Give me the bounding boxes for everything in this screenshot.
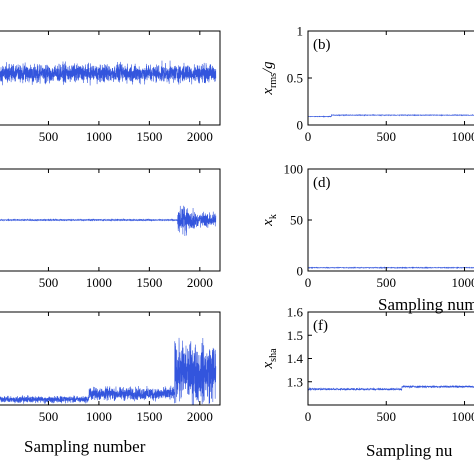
axes-frame-left-bottom bbox=[0, 311, 221, 406]
x-axis-label-right-middle: Sampling number bbox=[378, 295, 474, 314]
x-tick-label-left-bottom-1: 1000 bbox=[86, 409, 112, 424]
x-axis-label-right-bottom: Sampling nu bbox=[366, 441, 453, 460]
x-tick-label-right-top-2: 1000 bbox=[452, 129, 474, 144]
x-tick-label-right-middle-1: 500 bbox=[377, 275, 397, 290]
x-tick-label-right-top-0: 0 bbox=[305, 129, 312, 144]
subplot-left-bottom: 500 1000 1500 2000 Sampling number bbox=[0, 311, 221, 456]
series-line-left-middle-0 bbox=[0, 205, 217, 236]
y-axis-label-main-right-top: x bbox=[260, 88, 276, 96]
axes-frame-right-top bbox=[307, 30, 474, 126]
y-tick-label-right-bottom-3: 1.6 bbox=[287, 305, 304, 320]
x-tick-label-left-top-2: 1500 bbox=[136, 129, 162, 144]
axes-frame-left-middle bbox=[0, 168, 221, 272]
x-tick-label-left-middle-1: 1000 bbox=[86, 275, 112, 290]
panel-label-right-middle: (d) bbox=[313, 175, 331, 191]
x-tick-label-right-bottom-1: 500 bbox=[377, 409, 397, 424]
x-tick-label-left-top-0: 500 bbox=[39, 129, 59, 144]
y-axis-label-right-top: xrms/g bbox=[260, 61, 279, 96]
series-line-right-bottom-0 bbox=[308, 384, 474, 392]
x-tick-label-left-top-1: 1000 bbox=[86, 129, 112, 144]
x-tick-label-right-middle-2: 1000 bbox=[452, 275, 474, 290]
y-tick-label-right-middle-1: 50 bbox=[290, 213, 303, 228]
x-tick-label-right-bottom-0: 0 bbox=[305, 409, 312, 424]
y-tick-label-right-top-2: 1 bbox=[297, 24, 304, 39]
y-tick-label-right-bottom-2: 1.5 bbox=[287, 328, 303, 343]
panel-label-right-bottom: (f) bbox=[313, 318, 328, 334]
x-axis-label-left-bottom: Sampling number bbox=[24, 437, 146, 456]
subplot-right-top: 05001000100.51(b)xrms/g bbox=[260, 24, 474, 144]
y-axis-label-right-middle: xk bbox=[260, 214, 279, 227]
y-tick-label-right-bottom-0: 1.3 bbox=[287, 374, 303, 389]
axes-frame-right-middle bbox=[307, 168, 474, 272]
x-tick-label-left-middle-2: 1500 bbox=[136, 275, 162, 290]
x-tick-label-right-middle-0: 0 bbox=[305, 275, 312, 290]
x-tick-label-left-middle-0: 500 bbox=[39, 275, 59, 290]
series-line-right-middle-0 bbox=[308, 266, 474, 270]
x-tick-label-left-top-3: 2000 bbox=[187, 129, 213, 144]
y-axis-label-main-right-bottom: x bbox=[260, 362, 276, 370]
y-tick-label-right-middle-0: 0 bbox=[297, 264, 304, 279]
series-line-right-top-0 bbox=[308, 113, 474, 118]
panel-label-right-top: (b) bbox=[313, 37, 331, 53]
series-line-left-top-0 bbox=[0, 60, 217, 86]
x-tick-label-right-bottom-2: 1000 bbox=[452, 409, 474, 424]
y-axis-label-suffix-right-top: /g bbox=[260, 61, 276, 74]
x-tick-label-left-bottom-0: 500 bbox=[39, 409, 59, 424]
y-axis-label-right-bottom: xsha bbox=[260, 348, 279, 370]
x-tick-label-left-bottom-3: 2000 bbox=[187, 409, 213, 424]
subplot-left-middle: 500 1000 1500 2000 bbox=[0, 168, 221, 290]
x-tick-label-left-bottom-2: 1500 bbox=[136, 409, 162, 424]
y-axis-label-main-right-middle: x bbox=[260, 219, 276, 227]
y-axis-label-sub-right-middle: k bbox=[268, 214, 279, 219]
y-axis-label-sub-right-top: rms bbox=[268, 73, 279, 88]
subplot-left-top: 500 1000 1500 2000 bbox=[0, 30, 221, 144]
y-tick-label-right-top-1: 0.5 bbox=[287, 71, 303, 86]
series-line-left-bottom-0 bbox=[0, 337, 217, 405]
axes-frame-right-bottom bbox=[307, 311, 474, 406]
y-tick-label-right-bottom-1: 1.4 bbox=[287, 351, 304, 366]
y-axis-label-sub-right-bottom: sha bbox=[268, 348, 279, 362]
x-tick-label-left-middle-3: 2000 bbox=[187, 275, 213, 290]
axes-frame-left-top bbox=[0, 30, 221, 126]
x-tick-label-right-top-1: 500 bbox=[377, 129, 397, 144]
y-tick-label-right-middle-2: 100 bbox=[284, 162, 304, 177]
y-tick-label-right-top-0: 0 bbox=[297, 118, 304, 133]
